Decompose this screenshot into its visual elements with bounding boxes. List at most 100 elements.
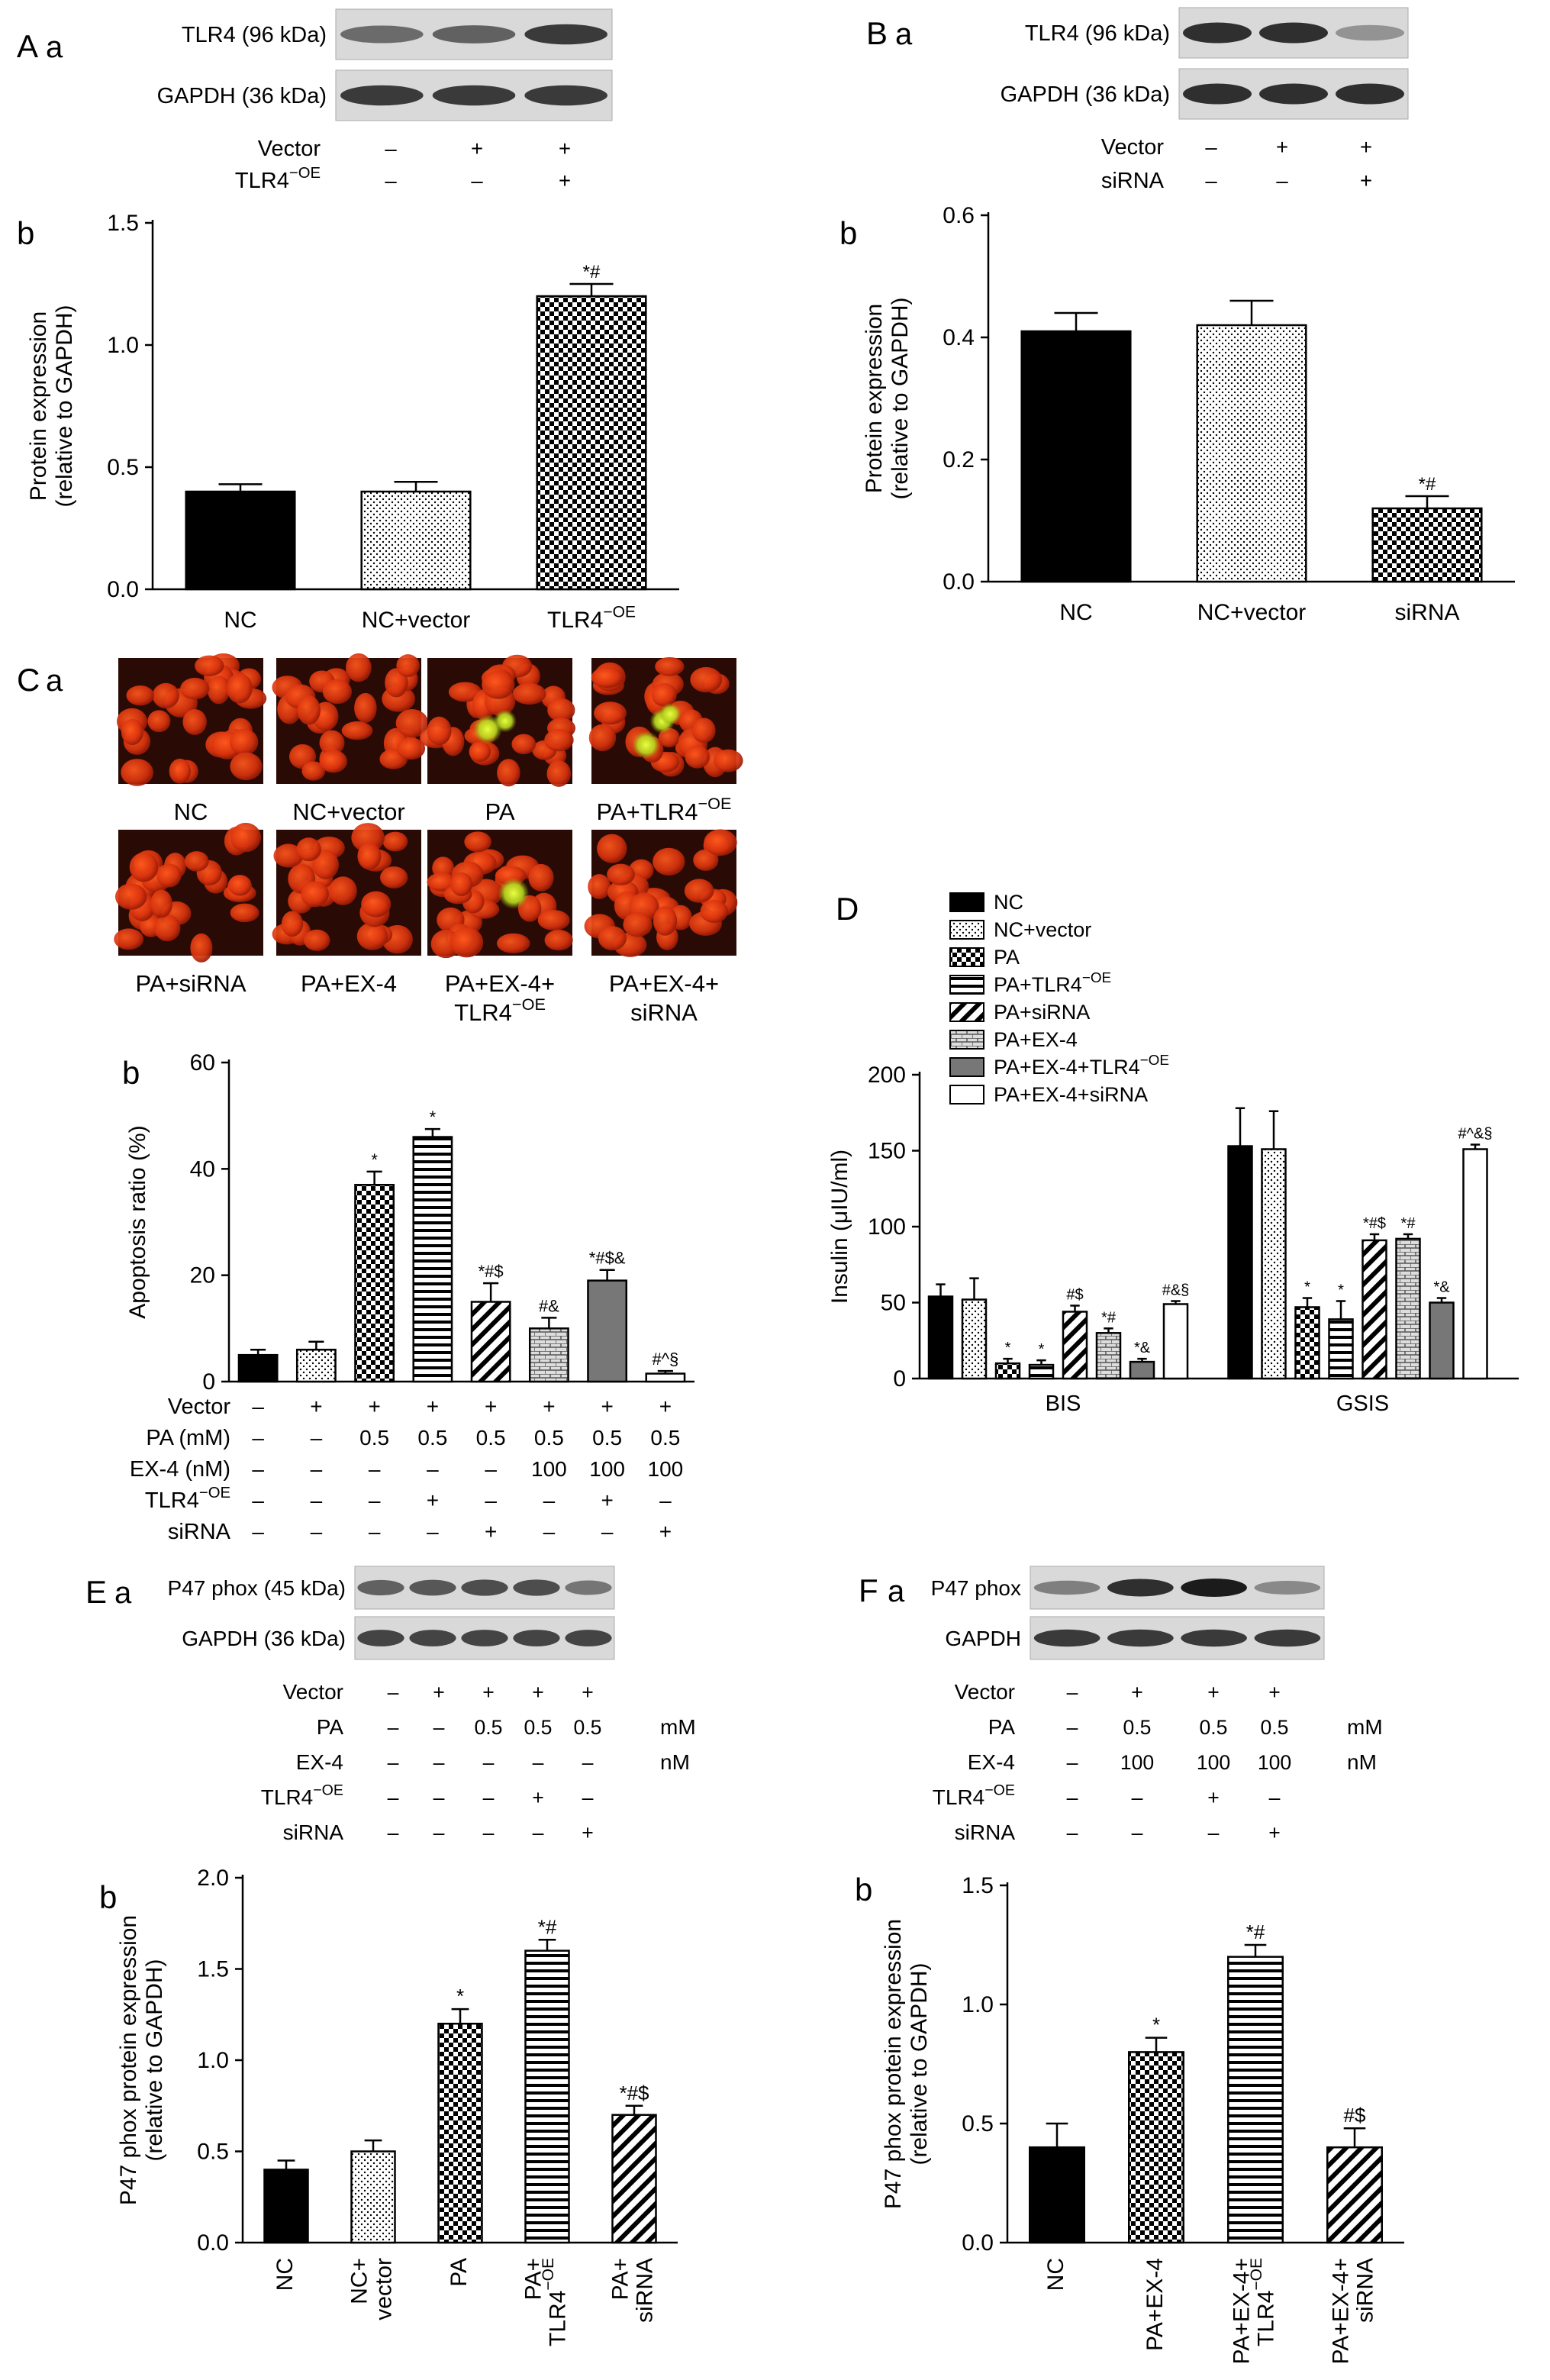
condition-value: – [311, 1426, 323, 1450]
condition-value: + [485, 1395, 497, 1418]
legend-label: NC+vector [994, 918, 1091, 941]
y-axis-label: P47 phox protein expression [881, 1919, 906, 2209]
cell-nucleus [693, 849, 719, 871]
condition-value: – [388, 1751, 399, 1774]
legend-label: NC [994, 891, 1023, 914]
micrograph: PA+EX-4+siRNA [584, 829, 738, 1026]
condition-value: – [601, 1520, 614, 1543]
y-tick-label: 0.5 [962, 2111, 994, 2137]
micrograph-label: TLR4−OE [454, 995, 546, 1026]
micrograph: PA+siRNA [114, 822, 263, 997]
micrograph-label: siRNA [630, 999, 698, 1026]
cell-nucleus [230, 752, 263, 781]
condition-value: 0.5 [359, 1426, 389, 1450]
bar [1361, 1239, 1387, 1380]
condition-value: – [1132, 1786, 1143, 1809]
condition-label: EX-4 [968, 1750, 1015, 1774]
condition-label: siRNA [1101, 169, 1165, 193]
micrograph: PA [419, 654, 576, 825]
condition-value: 0.5 [592, 1426, 622, 1450]
condition-value: + [427, 1395, 439, 1418]
x-category-label: NC+vector [1197, 600, 1307, 625]
bar [185, 490, 296, 591]
legend-swatch [949, 1002, 984, 1022]
condition-value: + [559, 137, 571, 160]
bar [645, 1372, 686, 1383]
x-category-label: NC [1059, 600, 1092, 625]
x-category-label: PA+ [607, 2258, 633, 2300]
condition-value: – [385, 169, 397, 192]
condition-label: PA [988, 1715, 1016, 1739]
condition-label: EX-4 [296, 1750, 343, 1774]
condition-value: + [582, 1681, 594, 1704]
condition-value: 100 [648, 1457, 684, 1481]
bar [1162, 1303, 1189, 1380]
bar [1429, 1301, 1455, 1380]
apoptotic-cell [632, 730, 661, 759]
condition-label: Vector [168, 1395, 231, 1419]
condition-value: – [388, 1786, 399, 1809]
bar [1328, 1318, 1354, 1380]
cell-nucleus [319, 750, 347, 773]
bar [350, 2150, 396, 2244]
blot-band [565, 1580, 612, 1595]
condition-label: siRNA [283, 1820, 344, 1844]
x-category-label: GSIS [1336, 1392, 1389, 1416]
cell-nucleus [607, 863, 635, 885]
blot-band [340, 25, 424, 44]
bar-chart-Cb: 0 20 40 60 Apoptosis ratio (%) * * *#$ #& *#$& #^§… [125, 1050, 694, 1544]
y-tick-label: 60 [190, 1050, 215, 1076]
band-label: TLR4 (96 kDa) [1025, 21, 1170, 46]
legend-label: PA+siRNA [994, 1001, 1090, 1024]
condition-value: – [1269, 1786, 1281, 1809]
panel-B-a-sub: a [895, 18, 913, 51]
condition-value: + [310, 1395, 322, 1418]
significance-mark: *#$ [619, 2082, 649, 2104]
cell-nucleus [450, 927, 484, 958]
blot-band [1259, 83, 1328, 105]
y-tick-label: 0 [893, 1366, 906, 1392]
cell-nucleus [691, 718, 716, 743]
condition-value: + [368, 1395, 380, 1418]
x-category-label: PA+EX-4 [1142, 2258, 1168, 2351]
cell-nucleus [114, 883, 147, 910]
band-label: P47 phox (45 kDa) [168, 1576, 346, 1600]
blot-band [1181, 1578, 1247, 1598]
bar [524, 1949, 570, 2244]
cell-nucleus [684, 879, 714, 903]
blot-band [1254, 1581, 1321, 1595]
cell-nucleus [591, 666, 624, 688]
bar [1462, 1148, 1488, 1380]
cell-nucleus [704, 829, 737, 856]
cell-nucleus [227, 672, 253, 704]
cell-nucleus [303, 929, 330, 951]
cell-nucleus [512, 682, 546, 705]
cell-nucleus [537, 910, 570, 930]
condition-label: TLR4−OE [145, 1485, 230, 1513]
significance-mark: *# [1101, 1309, 1117, 1326]
condition-value: 0.5 [524, 1716, 553, 1739]
cell-nucleus [356, 922, 388, 950]
cell-nucleus [121, 718, 143, 746]
condition-value: – [252, 1426, 264, 1450]
y-tick-label: 0.5 [197, 2140, 229, 2165]
cell-nucleus [588, 874, 611, 899]
significance-mark: *#$ [1363, 1215, 1386, 1232]
condition-value: – [311, 1488, 323, 1512]
cell-nucleus [351, 823, 385, 853]
bar [237, 1353, 279, 1383]
cell-nucleus [121, 759, 153, 786]
condition-value: + [601, 1488, 613, 1512]
condition-value: + [482, 1681, 495, 1704]
panel-C-a-letter: C [17, 662, 40, 698]
y-axis-label: (relative to GAPDH) [142, 1959, 167, 2161]
bar [1326, 2146, 1383, 2244]
cell-nucleus [380, 866, 408, 888]
cell-nucleus [195, 655, 224, 676]
condition-label: Vector [1101, 135, 1165, 160]
significance-mark: *# [583, 262, 601, 282]
condition-label: TLR4−OE [235, 165, 321, 193]
cell-nucleus [361, 891, 392, 917]
bar [994, 1362, 1021, 1380]
